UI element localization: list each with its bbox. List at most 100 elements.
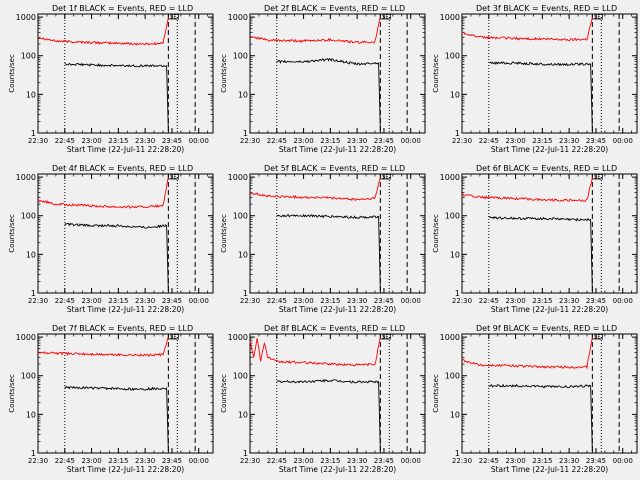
plot-frame (461, 333, 638, 454)
lld-series-line (461, 177, 593, 202)
se-marker-label: SE (594, 175, 600, 181)
x-tick-label: 22:30 (28, 137, 48, 145)
x-tick-label: 22:45 (55, 457, 75, 465)
detector-panel: Det 3f BLACK = Events, RED = LLD 1 10 100 10… (432, 4, 638, 154)
y-tick-label: 100 (21, 52, 36, 61)
events-series-line (64, 62, 169, 134)
se-marker-box (379, 173, 391, 180)
y-tick-label: 100 (21, 372, 36, 381)
y-tick-label: 100 (445, 52, 460, 61)
x-tick-label: 23:45 (162, 297, 182, 305)
y-tick-label: 1000 (440, 13, 460, 22)
y-tick-label: 1000 (16, 173, 36, 182)
se-marker-box (591, 333, 603, 340)
x-tick-label: 23:30 (347, 457, 367, 465)
se-marker-label: SE (170, 335, 176, 341)
x-tick-label: 23:15 (320, 137, 340, 145)
x-tick-label: 23:15 (108, 137, 128, 145)
se-marker-box (379, 333, 391, 340)
x-tick-label: 23:00 (81, 457, 101, 465)
x-axis-label: Start Time (22-Jul-11 22:28:20) (67, 465, 184, 474)
y-tick-label: 1000 (16, 13, 36, 22)
x-axis-label: Start Time (22-Jul-11 22:28:20) (67, 145, 184, 154)
detector-panel: Det 7f BLACK = Events, RED = LLD 1 10 100 10… (8, 324, 214, 474)
y-axis-label: Counts/sec (8, 374, 16, 413)
x-tick-label: 23:30 (347, 137, 367, 145)
events-series-line (276, 57, 381, 134)
se-marker-label: SE (382, 15, 388, 21)
plot-frame (37, 173, 214, 294)
plot-frame (37, 13, 214, 134)
se-marker-box (591, 173, 603, 180)
y-tick-label: 1 (455, 449, 460, 458)
lld-series-line (461, 337, 593, 370)
x-tick-label: 00:00 (189, 457, 209, 465)
se-marker-label: SE (594, 15, 600, 21)
x-tick-label: 22:30 (28, 457, 48, 465)
lld-series-line (249, 16, 381, 44)
y-tick-label: 10 (238, 250, 248, 259)
panel-title: Det 7f BLACK = Events, RED = LLD (52, 324, 193, 333)
x-tick-label: 23:30 (135, 457, 155, 465)
x-tick-label: 23:45 (162, 137, 182, 145)
x-tick-label: 23:45 (374, 137, 394, 145)
y-axis-label: Counts/sec (8, 54, 16, 93)
x-tick-label: 22:30 (240, 137, 260, 145)
events-series-line (488, 215, 593, 294)
y-tick-label: 100 (233, 212, 248, 221)
y-tick-label: 10 (450, 250, 460, 259)
x-tick-label: 00:00 (189, 137, 209, 145)
x-tick-label: 22:45 (267, 297, 287, 305)
x-axis-label: Start Time (22-Jul-11 22:28:20) (67, 305, 184, 314)
lld-series-line (37, 336, 169, 357)
x-tick-label: 23:00 (505, 297, 525, 305)
x-tick-label: 23:15 (320, 457, 340, 465)
y-tick-label: 100 (445, 212, 460, 221)
x-axis-label: Start Time (22-Jul-11 22:28:20) (279, 145, 396, 154)
x-tick-label: 22:30 (452, 137, 472, 145)
events-series-line (488, 383, 593, 454)
x-tick-label: 23:00 (293, 457, 313, 465)
se-marker-label: SE (170, 175, 176, 181)
x-tick-label: 23:00 (293, 137, 313, 145)
lld-series-line (461, 17, 593, 42)
lld-series-line (249, 336, 381, 367)
panel-title: Det 3f BLACK = Events, RED = LLD (476, 4, 617, 13)
x-tick-label: 23:45 (586, 457, 606, 465)
x-axis-label: Start Time (22-Jul-11 22:28:20) (279, 305, 396, 314)
plot-frame (249, 173, 426, 294)
y-axis-label: Counts/sec (220, 54, 228, 93)
x-tick-label: 23:45 (586, 297, 606, 305)
plot-frame (249, 333, 426, 454)
x-tick-label: 22:45 (479, 137, 499, 145)
x-tick-label: 23:00 (293, 297, 313, 305)
panel-title: Det 8f BLACK = Events, RED = LLD (264, 324, 405, 333)
x-tick-label: 23:30 (135, 297, 155, 305)
y-tick-label: 10 (26, 90, 36, 99)
y-tick-label: 10 (450, 410, 460, 419)
y-tick-label: 1 (455, 289, 460, 298)
x-axis-label: Start Time (22-Jul-11 22:28:20) (279, 465, 396, 474)
x-axis-label: Start Time (22-Jul-11 22:28:20) (491, 465, 608, 474)
detector-panel: Det 5f BLACK = Events, RED = LLD 1 10 100 10… (220, 164, 426, 314)
x-tick-label: 23:30 (559, 297, 579, 305)
x-tick-label: 22:45 (267, 137, 287, 145)
x-tick-label: 22:30 (240, 457, 260, 465)
x-tick-label: 23:30 (347, 297, 367, 305)
se-marker-label: SE (382, 335, 388, 341)
panel-title: Det 2f BLACK = Events, RED = LLD (264, 4, 405, 13)
y-tick-label: 1000 (228, 13, 248, 22)
y-axis-label: Counts/sec (220, 374, 228, 413)
x-tick-label: 23:30 (135, 137, 155, 145)
plot-frame (461, 173, 638, 294)
panel-title: Det 4f BLACK = Events, RED = LLD (52, 164, 193, 173)
y-tick-label: 1 (31, 289, 36, 298)
y-tick-label: 100 (233, 372, 248, 381)
y-axis-label: Counts/sec (8, 214, 16, 253)
x-tick-label: 23:00 (81, 137, 101, 145)
y-axis-label: Counts/sec (432, 54, 440, 93)
detector-panel: Det 9f BLACK = Events, RED = LLD 1 10 100 10… (432, 324, 638, 474)
panel-title: Det 9f BLACK = Events, RED = LLD (476, 324, 617, 333)
x-tick-label: 00:00 (401, 137, 421, 145)
